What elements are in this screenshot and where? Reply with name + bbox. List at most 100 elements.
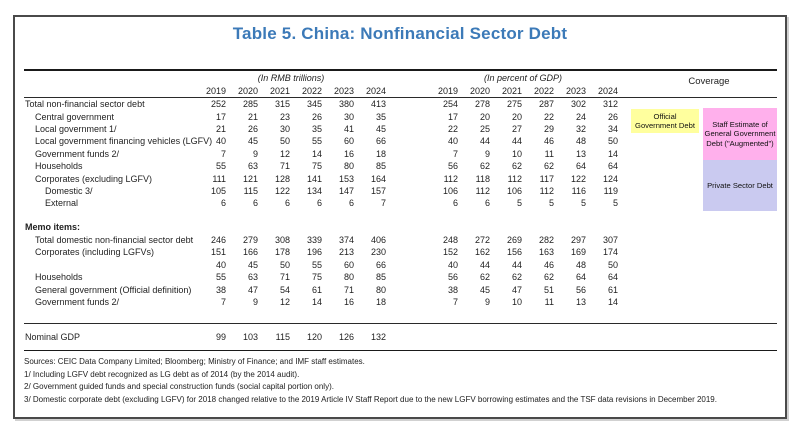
value-cell: 7 bbox=[452, 297, 458, 308]
value-cell: 5 bbox=[580, 198, 586, 209]
row-label: Corporates (including LGFVs) bbox=[35, 247, 155, 258]
footnotes: Sources: CEIC Data Company Limited; Bloo… bbox=[24, 356, 779, 406]
value-cell: 45 bbox=[247, 136, 258, 147]
value-cell: 302 bbox=[570, 99, 586, 110]
year-header: 2023 bbox=[565, 86, 586, 96]
value-cell: 380 bbox=[338, 99, 354, 110]
value-cell: 12 bbox=[279, 297, 290, 308]
value-cell: 308 bbox=[274, 235, 290, 246]
value-cell: 5 bbox=[516, 198, 522, 209]
value-cell: 111 bbox=[212, 173, 226, 184]
memo-row: Total domestic non-financial sector debt… bbox=[24, 234, 777, 246]
row-label: Corporates (excluding LGFV) bbox=[35, 173, 153, 184]
nominal-gdp-row: Nominal GDP 99 103 115 120 126 132 bbox=[24, 324, 777, 350]
table-row: Government funds 2/7 9 12 14 16 18 7 9 10 11 13 14 bbox=[24, 148, 777, 160]
value-cell: 47 bbox=[511, 284, 522, 295]
year-header: 2022 bbox=[533, 86, 554, 96]
value-cell: 164 bbox=[370, 173, 386, 184]
value-cell: 38 bbox=[215, 284, 226, 295]
value-cell: 21 bbox=[215, 123, 226, 134]
year-header: 2019 bbox=[437, 86, 458, 96]
value-cell: 55 bbox=[311, 136, 322, 147]
main-rows: Total non-financial sector debt 252 285 315… bbox=[24, 98, 777, 210]
value-cell: 272 bbox=[474, 235, 490, 246]
value-cell: 11 bbox=[544, 297, 554, 308]
value-cell: 115 bbox=[243, 185, 258, 196]
value-cell: 152 bbox=[442, 247, 458, 258]
column-group-rmb: (In RMB trillions) bbox=[257, 73, 325, 83]
year-header: 2019 bbox=[205, 86, 226, 96]
value-cell: 116 bbox=[571, 185, 586, 196]
value-cell: 16 bbox=[343, 297, 354, 308]
value-cell: 287 bbox=[538, 99, 554, 110]
value-cell: 26 bbox=[247, 123, 258, 134]
year-header: 2021 bbox=[501, 86, 522, 96]
value-cell: 7 bbox=[452, 148, 458, 159]
value-cell: 14 bbox=[311, 297, 322, 308]
year-header: 2020 bbox=[237, 86, 258, 96]
memo-row: General government (Official definition)… bbox=[24, 283, 777, 295]
value-cell: 126 bbox=[338, 332, 354, 343]
value-cell: 45 bbox=[247, 259, 258, 270]
table-row: Local government financing vehicles (LGF… bbox=[24, 135, 777, 147]
value-cell: 282 bbox=[538, 235, 554, 246]
value-cell: 406 bbox=[370, 235, 386, 246]
value-cell: 166 bbox=[242, 247, 258, 258]
header-rule bbox=[24, 97, 777, 98]
value-cell: 62 bbox=[543, 161, 554, 172]
value-cell: 14 bbox=[311, 148, 322, 159]
value-cell: 7 bbox=[220, 148, 226, 159]
value-cell: 112 bbox=[507, 173, 522, 184]
value-cell: 9 bbox=[252, 148, 258, 159]
value-cell: 106 bbox=[506, 185, 522, 196]
value-cell: 22 bbox=[447, 123, 458, 134]
value-cell: 103 bbox=[242, 332, 258, 343]
memo-row: Corporates (including LGFVs) 151 166 178 196… bbox=[24, 246, 777, 258]
footnote-sources: Sources: CEIC Data Company Limited; Bloo… bbox=[24, 357, 365, 367]
value-cell: 17 bbox=[447, 111, 458, 122]
row-label: General government (Official definition) bbox=[35, 284, 192, 295]
year-header: 2024 bbox=[597, 86, 618, 96]
value-cell: 24 bbox=[575, 111, 586, 122]
row-label: Total non-financial sector debt bbox=[25, 99, 145, 110]
memo-row: 40 45 50 55 60 66 40 44 44 46 48 50 bbox=[24, 259, 777, 271]
value-cell: 124 bbox=[602, 173, 618, 184]
value-cell: 63 bbox=[247, 161, 258, 172]
value-cell: 13 bbox=[575, 148, 586, 159]
value-cell: 413 bbox=[370, 99, 386, 110]
row-label: Local government financing vehicles (LGF… bbox=[35, 136, 213, 147]
value-cell: 46 bbox=[543, 136, 554, 147]
coverage-header: Coverage bbox=[688, 76, 730, 87]
footnote-1: 1/ Including LGFV debt recognized as LG … bbox=[24, 369, 300, 379]
value-cell: 5 bbox=[612, 198, 618, 209]
coverage-box-private: Private Sector Debt bbox=[703, 160, 777, 211]
nominal-row: Nominal GDP 99 103 115 120 126 132 bbox=[24, 324, 777, 350]
value-cell: 163 bbox=[538, 247, 554, 258]
value-cell: 6 bbox=[316, 198, 322, 209]
value-cell: 122 bbox=[570, 173, 586, 184]
value-cell: 56 bbox=[575, 284, 586, 295]
years-row: 2019 2020 2021 2022 2023 2024 2019 2020 2021 2022… bbox=[24, 85, 777, 97]
table-row: Households 55 63 71 75 80 85 56 62 62 62 64 64 bbox=[24, 160, 777, 172]
value-cell: 6 bbox=[348, 198, 354, 209]
value-cell: 7 bbox=[220, 297, 226, 308]
value-cell: 64 bbox=[575, 272, 586, 283]
value-cell: 269 bbox=[506, 235, 522, 246]
value-cell: 118 bbox=[475, 173, 490, 184]
memo-row: Households 55 63 71 75 80 85 56 62 62 62 64 64 bbox=[24, 271, 777, 283]
value-cell: 63 bbox=[247, 272, 258, 283]
value-cell: 141 bbox=[306, 173, 322, 184]
value-cell: 120 bbox=[306, 332, 322, 343]
value-cell: 119 bbox=[603, 185, 618, 196]
value-cell: 297 bbox=[570, 235, 586, 246]
row-label: Government funds 2/ bbox=[35, 297, 120, 308]
value-cell: 50 bbox=[279, 136, 290, 147]
top-rule bbox=[24, 69, 777, 71]
footnote-2: 2/ Government guided funds and special c… bbox=[24, 382, 334, 392]
value-cell: 55 bbox=[215, 161, 226, 172]
row-label: Total domestic non-financial sector debt bbox=[35, 235, 194, 246]
value-cell: 178 bbox=[274, 247, 290, 258]
value-cell: 50 bbox=[607, 259, 618, 270]
value-cell: 112 bbox=[539, 185, 554, 196]
value-cell: 7 bbox=[380, 198, 386, 209]
